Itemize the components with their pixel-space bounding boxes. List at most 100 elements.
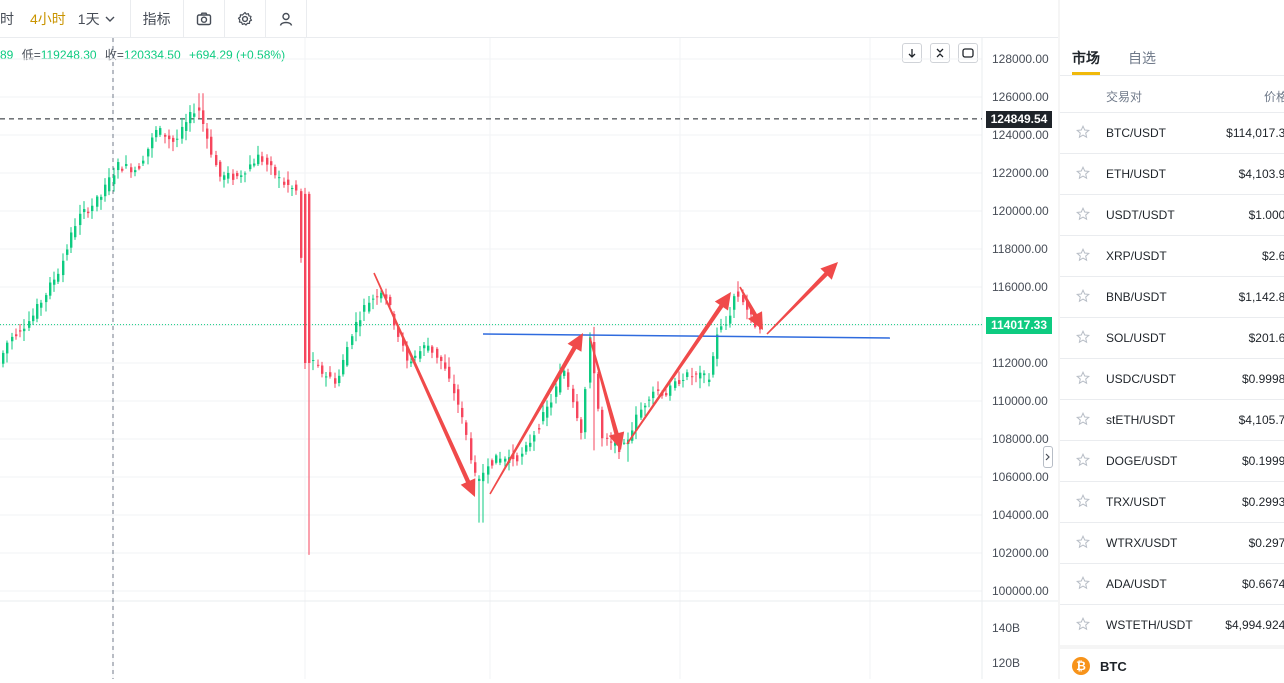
candle-body: [104, 184, 107, 197]
market-row[interactable]: DOGE/USDT $0.19998: [1060, 441, 1284, 482]
price-axis-tick: 112000.00: [992, 356, 1048, 370]
candle-body: [351, 336, 354, 345]
sidebar-toggle-handle[interactable]: [1043, 446, 1053, 468]
candle-body: [682, 379, 685, 381]
market-row[interactable]: BNB/USDT $1,142.84: [1060, 277, 1284, 318]
candle-body: [529, 442, 532, 447]
star-icon[interactable]: [1076, 248, 1090, 262]
candle-body: [159, 128, 162, 135]
candle-body: [397, 326, 400, 337]
candle-body: [406, 345, 409, 361]
tab-favorites[interactable]: 自选: [1128, 50, 1156, 66]
toolbar-divider: [129, 0, 131, 37]
candle-body: [644, 405, 647, 408]
pair-name: BNB/USDT: [1106, 290, 1167, 304]
pair-price: $4,105.78: [1238, 413, 1284, 427]
candle-body: [495, 455, 498, 463]
candle-body: [100, 196, 103, 200]
star-icon[interactable]: [1076, 166, 1090, 180]
candle-body: [278, 177, 281, 179]
candle-body: [189, 112, 192, 124]
star-icon[interactable]: [1076, 453, 1090, 467]
star-icon[interactable]: [1076, 371, 1090, 385]
pair-price: $114,017.33: [1226, 126, 1284, 140]
candle-body: [32, 315, 35, 322]
candle-body: [2, 352, 5, 364]
column-price-header[interactable]: 价格: [1264, 90, 1284, 104]
interval-1d-dropdown[interactable]: 1天: [72, 0, 130, 37]
toolbar-divider: [264, 0, 266, 37]
market-row[interactable]: TRX/USDT $0.29930: [1060, 482, 1284, 523]
candle-body: [665, 393, 668, 396]
candle-body: [79, 213, 82, 226]
candle-body: [712, 356, 715, 375]
market-row[interactable]: SOL/USDT $201.62: [1060, 318, 1284, 359]
candle-body: [74, 226, 77, 238]
candle-body: [15, 334, 18, 337]
pair-name: DOGE/USDT: [1106, 454, 1178, 468]
candle-body: [19, 330, 22, 332]
projection-arrow-up: [766, 262, 838, 335]
neckline: [482, 333, 891, 339]
candle-body: [376, 296, 379, 298]
scroll-to-latest-button[interactable]: [902, 43, 922, 63]
account-button[interactable]: [266, 0, 306, 37]
star-icon[interactable]: [1076, 125, 1090, 139]
interval-4h-button[interactable]: 4小时: [24, 0, 72, 37]
price-axis-tick: 124000.00: [992, 128, 1049, 142]
price-axis-tick: 116000.00: [992, 280, 1048, 294]
candle-body: [453, 383, 456, 394]
candle-body: [580, 419, 583, 433]
market-row[interactable]: BTC/USDT $114,017.33: [1060, 113, 1284, 154]
star-icon[interactable]: [1076, 330, 1090, 344]
candle-body: [295, 184, 298, 191]
pair-name: USDT/USDT: [1106, 208, 1175, 222]
candle-body: [470, 438, 473, 461]
column-pair-header[interactable]: 交易对: [1106, 90, 1143, 104]
interval-partial[interactable]: 时: [0, 0, 24, 37]
candle-body: [253, 163, 256, 166]
price-axis-tick: 118000.00: [992, 242, 1048, 256]
indicators-button[interactable]: 指标: [131, 0, 183, 37]
candle-body: [283, 181, 286, 185]
star-icon[interactable]: [1076, 289, 1090, 303]
market-row[interactable]: stETH/USDT $4,105.78: [1060, 400, 1284, 441]
market-row[interactable]: ADA/USDT $0.66740: [1060, 564, 1284, 605]
market-row[interactable]: WTRX/USDT $0.2979: [1060, 523, 1284, 564]
volume-axis-tick: 120B: [992, 656, 1021, 670]
candle-body: [385, 294, 388, 299]
candle-body: [444, 362, 447, 369]
candle-body: [193, 113, 196, 117]
star-icon[interactable]: [1076, 576, 1090, 590]
candlestick-chart[interactable]: [0, 38, 1058, 679]
star-icon[interactable]: [1076, 494, 1090, 508]
fullscreen-button[interactable]: [958, 43, 978, 63]
candle-body: [155, 129, 158, 138]
star-icon[interactable]: [1076, 207, 1090, 221]
candle-body: [691, 376, 694, 378]
market-row[interactable]: ETH/USDT $4,103.95: [1060, 154, 1284, 195]
collapse-button[interactable]: [930, 43, 950, 63]
candle-body: [402, 337, 405, 346]
settings-button[interactable]: [225, 0, 265, 37]
pair-name: stETH/USDT: [1106, 413, 1176, 427]
candle-body: [359, 320, 362, 327]
market-row[interactable]: XRP/USDT $2.63: [1060, 236, 1284, 277]
screenshot-button[interactable]: [184, 0, 224, 37]
star-icon[interactable]: [1076, 617, 1090, 631]
selected-coin-bar[interactable]: ₿ BTC: [1060, 645, 1284, 683]
star-icon[interactable]: [1076, 412, 1090, 426]
pair-name: WSTETH/USDT: [1106, 618, 1193, 632]
market-row[interactable]: USDC/USDT $0.99980: [1060, 359, 1284, 400]
candle-body: [538, 428, 541, 430]
candle-body: [125, 164, 128, 167]
candle-body: [249, 164, 252, 170]
tab-market[interactable]: 市场: [1072, 50, 1100, 66]
candle-body: [678, 380, 681, 384]
market-row[interactable]: WSTETH/USDT $4,994.9242: [1060, 605, 1284, 646]
market-row[interactable]: USDT/USDT $1.0000: [1060, 195, 1284, 236]
star-icon[interactable]: [1076, 535, 1090, 549]
candle-body: [674, 381, 677, 388]
candle-body: [270, 161, 273, 166]
candle-body: [176, 138, 179, 140]
